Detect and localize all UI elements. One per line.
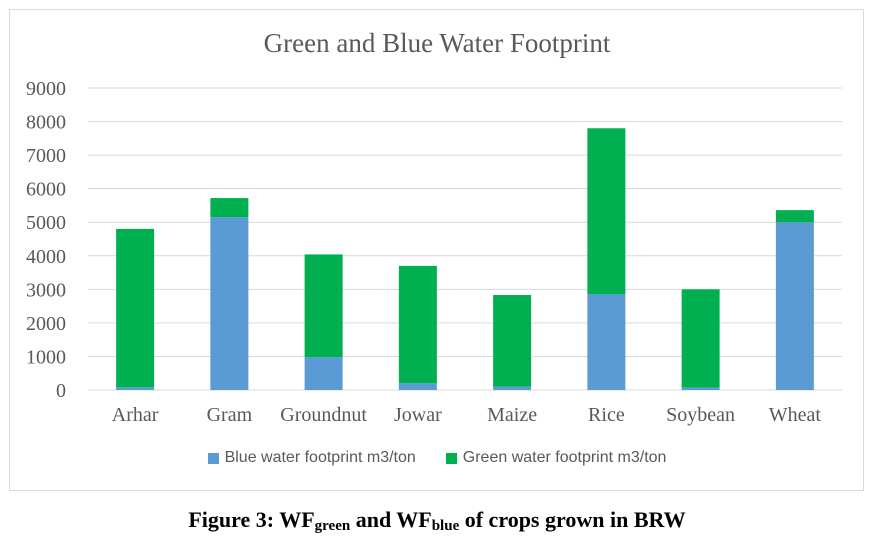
legend-item-green: Green water footprint m3/ton [445,449,667,467]
x-tick-label: Rice [588,404,625,426]
caption-sub-green: green [314,518,351,534]
caption-sub-blue: blue [431,518,460,534]
y-tick-label: 3000 [26,279,66,301]
bar-jowar-blue [398,383,437,390]
y-tick-label: 6000 [26,179,66,201]
y-tick-label: 8000 [26,112,66,134]
y-tick-label: 0 [56,380,66,402]
y-tick-label: 2000 [26,313,66,335]
caption-prefix: Figure 3: WF [188,507,315,532]
legend-label-green: Green water footprint m3/ton [462,449,667,466]
bar-groundnut-green [304,254,343,358]
legend-swatch-green [445,452,457,464]
chart-legend: Blue water footprint m3/ton Green water … [0,449,874,467]
bar-jowar-green [398,265,437,384]
bar-soybean-green [681,289,720,388]
bar-maize-blue [493,386,532,390]
y-tick-label: 9000 [26,78,66,100]
y-tick-label: 5000 [26,212,66,234]
x-tick-label: Soybean [666,404,735,426]
bar-rice-green [587,128,626,295]
caption-suffix: of crops grown in BRW [459,507,686,532]
bar-rice-blue [587,294,626,390]
y-tick-label: 7000 [26,145,66,167]
legend-label-blue: Blue water footprint m3/ton [224,449,416,466]
chart-title: Green and Blue Water Footprint [263,28,611,58]
bar-arhar-blue [116,387,155,390]
y-tick-label: 1000 [26,346,66,368]
bar-wheat-blue [775,222,814,390]
caption-middle: and WF [350,507,432,532]
bar-groundnut-blue [304,357,343,390]
bar-soybean-blue [681,387,720,390]
figure-caption: Figure 3: WFgreen and WFblue of crops gr… [0,507,874,535]
legend-swatch-blue [207,452,219,464]
bar-gram-blue [210,217,249,390]
bar-wheat-green [775,210,814,223]
x-tick-label: Groundnut [280,404,367,426]
x-tick-label: Arhar [112,404,159,426]
x-tick-label: Gram [207,404,253,426]
x-tick-label: Wheat [769,404,822,426]
x-tick-label: Maize [487,404,537,426]
x-tick-label: Jowar [394,404,442,426]
bar-arhar-green [116,228,155,388]
legend-item-blue: Blue water footprint m3/ton [207,449,416,467]
y-tick-label: 4000 [26,246,66,268]
bar-maize-green [493,295,532,387]
bar-gram-green [210,198,249,218]
